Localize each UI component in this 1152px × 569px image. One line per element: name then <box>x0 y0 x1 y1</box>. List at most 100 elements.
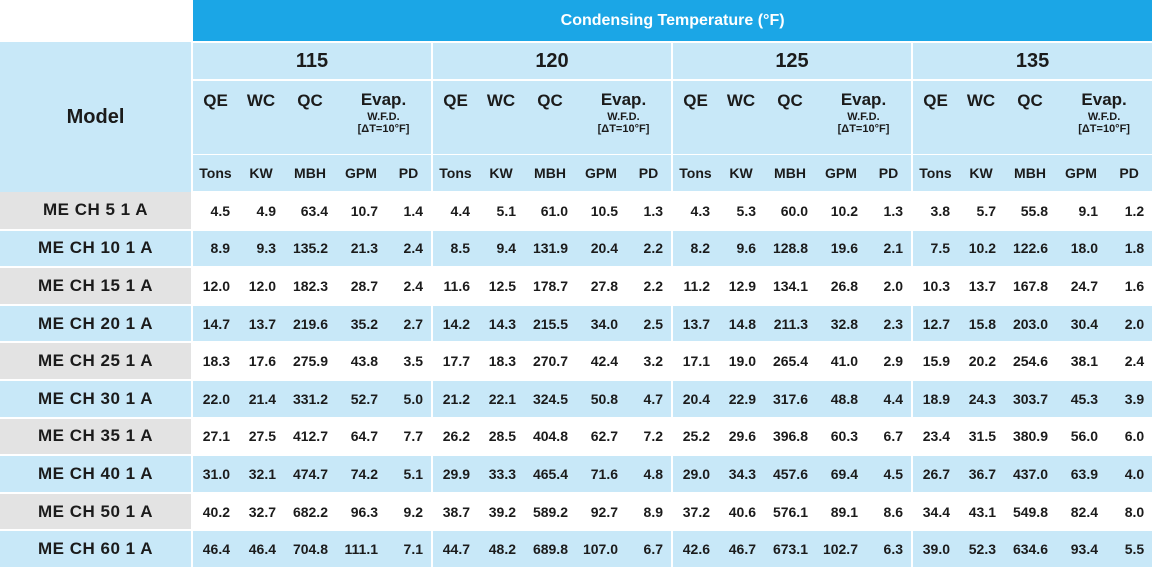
value-cell: 215.5 <box>524 304 576 344</box>
value-cell: 46.4 <box>191 530 238 569</box>
unit-header: KW <box>718 153 764 193</box>
value-cell: 8.5 <box>431 229 478 269</box>
value-cell: 2.4 <box>1106 342 1152 381</box>
value-cell: 203.0 <box>1004 304 1056 344</box>
unit-header: Tons <box>191 153 238 193</box>
temperature-header: 115 <box>191 42 432 81</box>
value-cell: 19.6 <box>816 229 866 269</box>
value-cell: 37.2 <box>671 492 718 532</box>
value-cell: 380.9 <box>1004 417 1056 457</box>
value-cell: 437.0 <box>1004 455 1056 494</box>
value-cell: 22.1 <box>478 379 524 419</box>
value-cell: 2.9 <box>866 342 912 381</box>
value-cell: 4.4 <box>866 379 912 419</box>
evap-header: Evap. W.F.D. [ΔT=10°F] <box>1056 80 1152 154</box>
column-header: QC <box>524 80 576 154</box>
value-cell: 4.8 <box>626 455 672 494</box>
value-cell: 12.9 <box>718 267 764 306</box>
column-header: WC <box>718 80 764 154</box>
value-cell: 12.0 <box>191 267 238 306</box>
value-cell: 29.6 <box>718 417 764 457</box>
evap-sub: W.F.D. <box>367 111 400 123</box>
value-cell: 474.7 <box>284 455 336 494</box>
value-cell: 60.0 <box>764 192 816 231</box>
value-cell: 64.7 <box>336 417 386 457</box>
value-cell: 22.0 <box>191 379 238 419</box>
value-cell: 63.9 <box>1056 455 1106 494</box>
value-cell: 39.0 <box>911 530 958 569</box>
value-cell: 211.3 <box>764 304 816 344</box>
value-cell: 34.0 <box>576 304 626 344</box>
value-cell: 26.8 <box>816 267 866 306</box>
unit-header: GPM <box>576 153 626 193</box>
value-cell: 29.9 <box>431 455 478 494</box>
value-cell: 576.1 <box>764 492 816 532</box>
value-cell: 2.0 <box>866 267 912 306</box>
unit-header: GPM <box>1056 153 1106 193</box>
value-cell: 11.6 <box>431 267 478 306</box>
model-cell: ME CH 25 1 A <box>0 342 192 381</box>
model-cell: ME CH 15 1 A <box>0 267 192 306</box>
value-cell: 2.1 <box>866 229 912 269</box>
value-cell: 43.1 <box>958 492 1004 532</box>
value-cell: 27.8 <box>576 267 626 306</box>
value-cell: 48.8 <box>816 379 866 419</box>
value-cell: 2.4 <box>386 267 432 306</box>
evap-delta: [ΔT=10°F] <box>357 123 410 135</box>
value-cell: 3.5 <box>386 342 432 381</box>
value-cell: 14.7 <box>191 304 238 344</box>
value-cell: 26.2 <box>431 417 478 457</box>
unit-header: PD <box>626 153 672 193</box>
model-cell: ME CH 50 1 A <box>0 492 192 532</box>
value-cell: 8.9 <box>626 492 672 532</box>
value-cell: 46.4 <box>238 530 284 569</box>
value-cell: 69.4 <box>816 455 866 494</box>
value-cell: 15.9 <box>911 342 958 381</box>
data-row: ME CH 40 1 A 31.0 32.1 474.7 74.2 5.1 29.9 33.3… <box>0 455 1152 494</box>
value-cell: 30.4 <box>1056 304 1106 344</box>
unit-header: MBH <box>1004 153 1056 193</box>
value-cell: 28.5 <box>478 417 524 457</box>
value-cell: 9.4 <box>478 229 524 269</box>
unit-header: MBH <box>764 153 816 193</box>
value-cell: 1.3 <box>626 192 672 231</box>
data-row: ME CH 25 1 A 18.3 17.6 275.9 43.8 3.5 17.7 18.3… <box>0 342 1152 381</box>
value-cell: 8.6 <box>866 492 912 532</box>
value-cell: 324.5 <box>524 379 576 419</box>
value-cell: 12.0 <box>238 267 284 306</box>
value-cell: 589.2 <box>524 492 576 532</box>
value-cell: 2.4 <box>386 229 432 269</box>
unit-header: Tons <box>431 153 478 193</box>
value-cell: 396.8 <box>764 417 816 457</box>
unit-header: PD <box>1106 153 1152 193</box>
value-cell: 22.9 <box>718 379 764 419</box>
value-cell: 21.2 <box>431 379 478 419</box>
value-cell: 36.7 <box>958 455 1004 494</box>
value-cell: 52.7 <box>336 379 386 419</box>
data-row: ME CH 30 1 A 22.0 21.4 331.2 52.7 5.0 21.2 22.1… <box>0 379 1152 419</box>
value-cell: 14.3 <box>478 304 524 344</box>
value-cell: 13.7 <box>958 267 1004 306</box>
temperature-header: 135 <box>910 42 1152 81</box>
value-cell: 107.0 <box>576 530 626 569</box>
value-cell: 27.5 <box>238 417 284 457</box>
value-cell: 11.2 <box>671 267 718 306</box>
value-cell: 10.3 <box>911 267 958 306</box>
value-cell: 89.1 <box>816 492 866 532</box>
value-cell: 4.9 <box>238 192 284 231</box>
value-cell: 10.2 <box>958 229 1004 269</box>
unit-header: MBH <box>284 153 336 193</box>
value-cell: 673.1 <box>764 530 816 569</box>
evap-sub: W.F.D. <box>607 111 640 123</box>
value-cell: 31.5 <box>958 417 1004 457</box>
model-cell: ME CH 30 1 A <box>0 379 192 419</box>
unit-header: KW <box>958 153 1004 193</box>
evap-header: Evap. W.F.D. [ΔT=10°F] <box>576 80 672 154</box>
value-cell: 9.1 <box>1056 192 1106 231</box>
value-cell: 4.5 <box>866 455 912 494</box>
data-row: ME CH 60 1 A 46.4 46.4 704.8 111.1 7.1 44.7 48.… <box>0 530 1152 569</box>
value-cell: 3.9 <box>1106 379 1152 419</box>
value-cell: 317.6 <box>764 379 816 419</box>
value-cell: 82.4 <box>1056 492 1106 532</box>
